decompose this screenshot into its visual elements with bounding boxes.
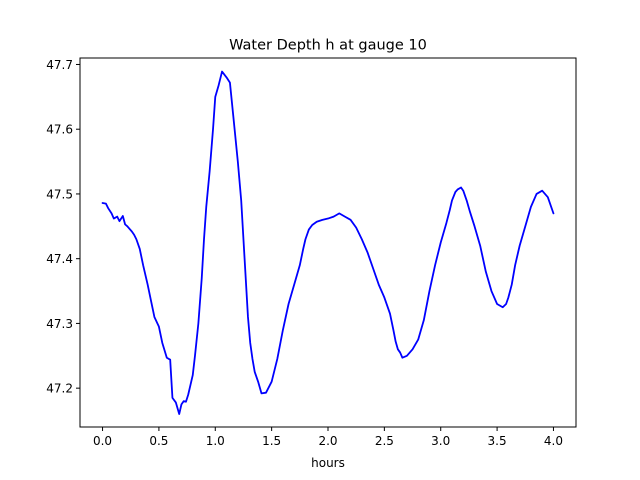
y-tick-label: 47.2 bbox=[46, 382, 73, 396]
y-tick-label: 47.7 bbox=[46, 58, 73, 72]
x-tick-label: 3.0 bbox=[431, 434, 450, 448]
x-tick-label: 2.5 bbox=[375, 434, 394, 448]
x-tick-label: 1.5 bbox=[262, 434, 281, 448]
x-axis-label: hours bbox=[311, 456, 345, 470]
x-tick-label: 2.0 bbox=[318, 434, 337, 448]
plot-area-frame bbox=[79, 57, 577, 428]
chart-title: Water Depth h at gauge 10 bbox=[229, 38, 427, 54]
x-tick-label: 4.0 bbox=[544, 434, 563, 448]
y-tick-label: 47.6 bbox=[46, 123, 73, 137]
series-line-water-depth bbox=[101, 70, 555, 415]
y-tick-label: 47.4 bbox=[46, 252, 73, 266]
x-tick-label: 1.0 bbox=[206, 434, 225, 448]
x-axis-ticks: 0.0 0.5 1.0 1.5 2.0 2.5 3.0 3.5 4.0 bbox=[93, 427, 563, 448]
y-tick-label: 47.5 bbox=[46, 187, 73, 201]
x-tick-label: 0.5 bbox=[149, 434, 168, 448]
x-tick-label: 3.5 bbox=[488, 434, 507, 448]
y-tick-label: 47.3 bbox=[46, 317, 73, 331]
x-tick-label: 0.0 bbox=[93, 434, 112, 448]
y-axis-ticks: 47.2 47.3 47.4 47.5 47.6 47.7 bbox=[46, 58, 80, 396]
